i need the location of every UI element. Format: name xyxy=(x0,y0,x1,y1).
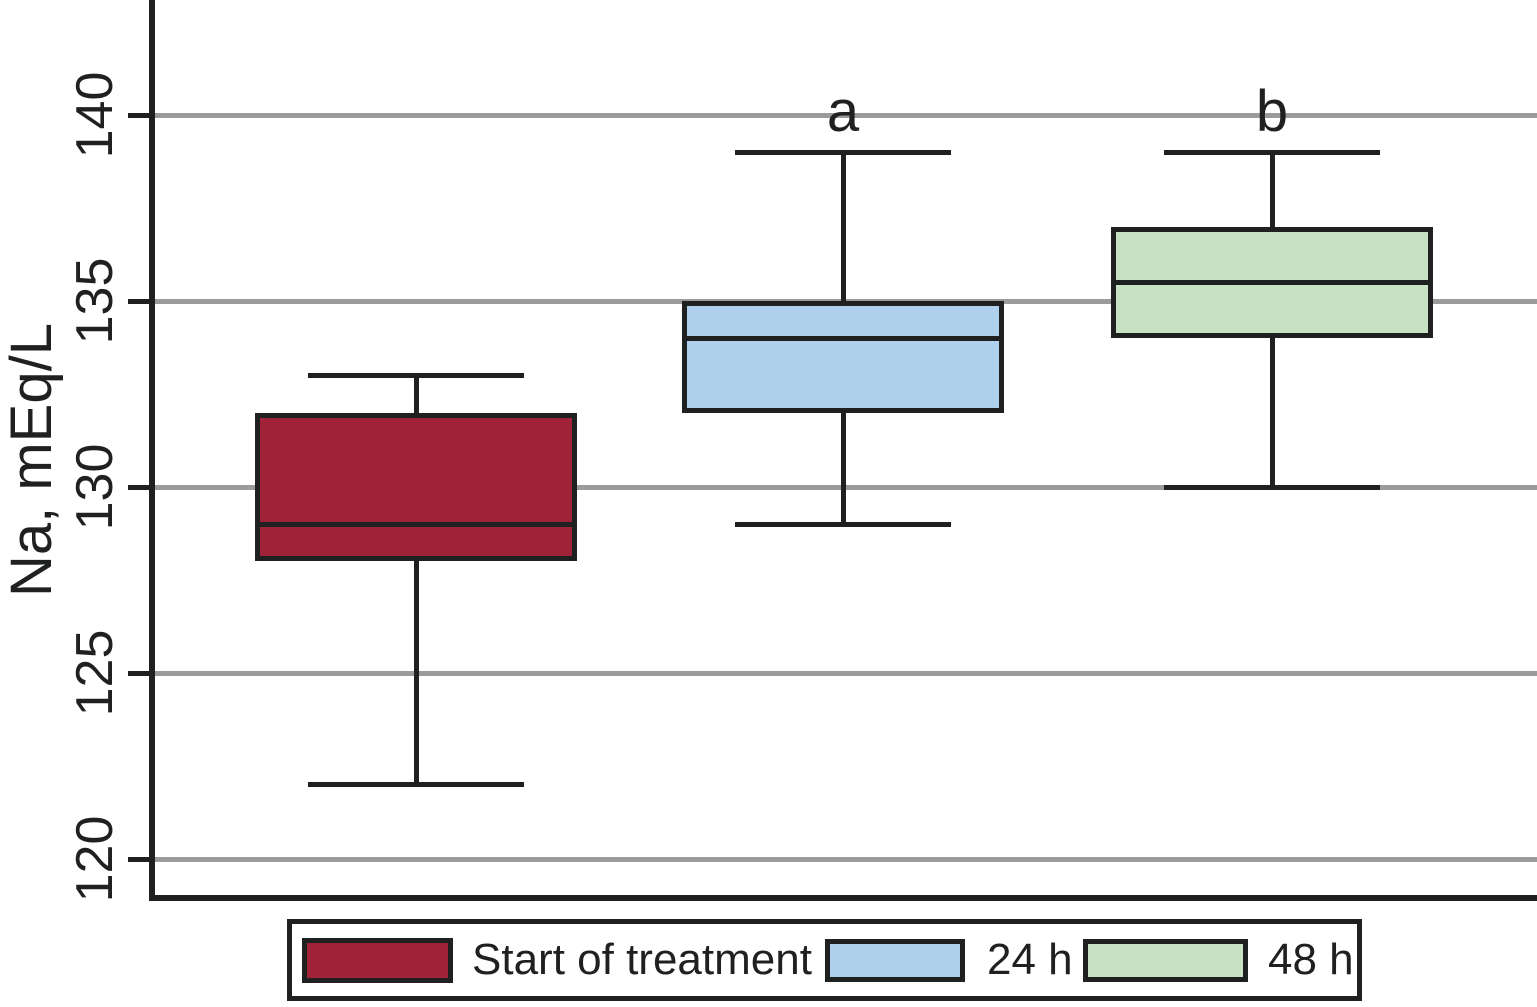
whisker-cap-max xyxy=(735,149,951,155)
x-axis-line xyxy=(149,895,1537,901)
median-line xyxy=(682,335,1004,341)
y-tick-label: 135 xyxy=(66,257,124,345)
whisker-cap-min xyxy=(308,782,524,788)
median-line xyxy=(1111,279,1433,285)
y-tick xyxy=(128,484,154,490)
legend-label-24h: 24 h xyxy=(987,935,1073,984)
significance-label: a xyxy=(826,79,860,145)
box xyxy=(682,301,1004,413)
legend-swatch-start-of-treatment xyxy=(302,938,453,983)
y-tick xyxy=(128,856,154,862)
gridline xyxy=(152,112,1537,118)
y-tick-label: 140 xyxy=(66,71,124,159)
gridline xyxy=(152,856,1537,862)
legend-swatch-48h xyxy=(1083,939,1248,982)
legend-swatch-24h xyxy=(825,939,965,982)
significance-label: b xyxy=(1255,79,1289,145)
whisker-line xyxy=(413,375,419,785)
y-tick-label: 130 xyxy=(66,443,124,531)
y-tick-label: 120 xyxy=(66,815,124,903)
y-tick xyxy=(128,298,154,304)
legend-label-48h: 48 h xyxy=(1268,935,1354,984)
y-axis-title: Na, mEq/L xyxy=(0,323,64,597)
whisker-cap-max xyxy=(1164,149,1380,155)
legend: Start of treatment 24 h 48 h xyxy=(287,919,1362,1001)
whisker-cap-max xyxy=(308,372,524,378)
box xyxy=(255,412,577,562)
y-tick xyxy=(128,670,154,676)
whisker-cap-min xyxy=(735,521,951,527)
y-axis-line xyxy=(149,0,155,901)
y-tick-label: 125 xyxy=(66,629,124,717)
legend-label-start-of-treatment: Start of treatment xyxy=(472,935,812,984)
y-tick xyxy=(128,112,154,118)
median-line xyxy=(255,521,577,527)
whisker-cap-min xyxy=(1164,484,1380,490)
gridline xyxy=(152,670,1537,676)
